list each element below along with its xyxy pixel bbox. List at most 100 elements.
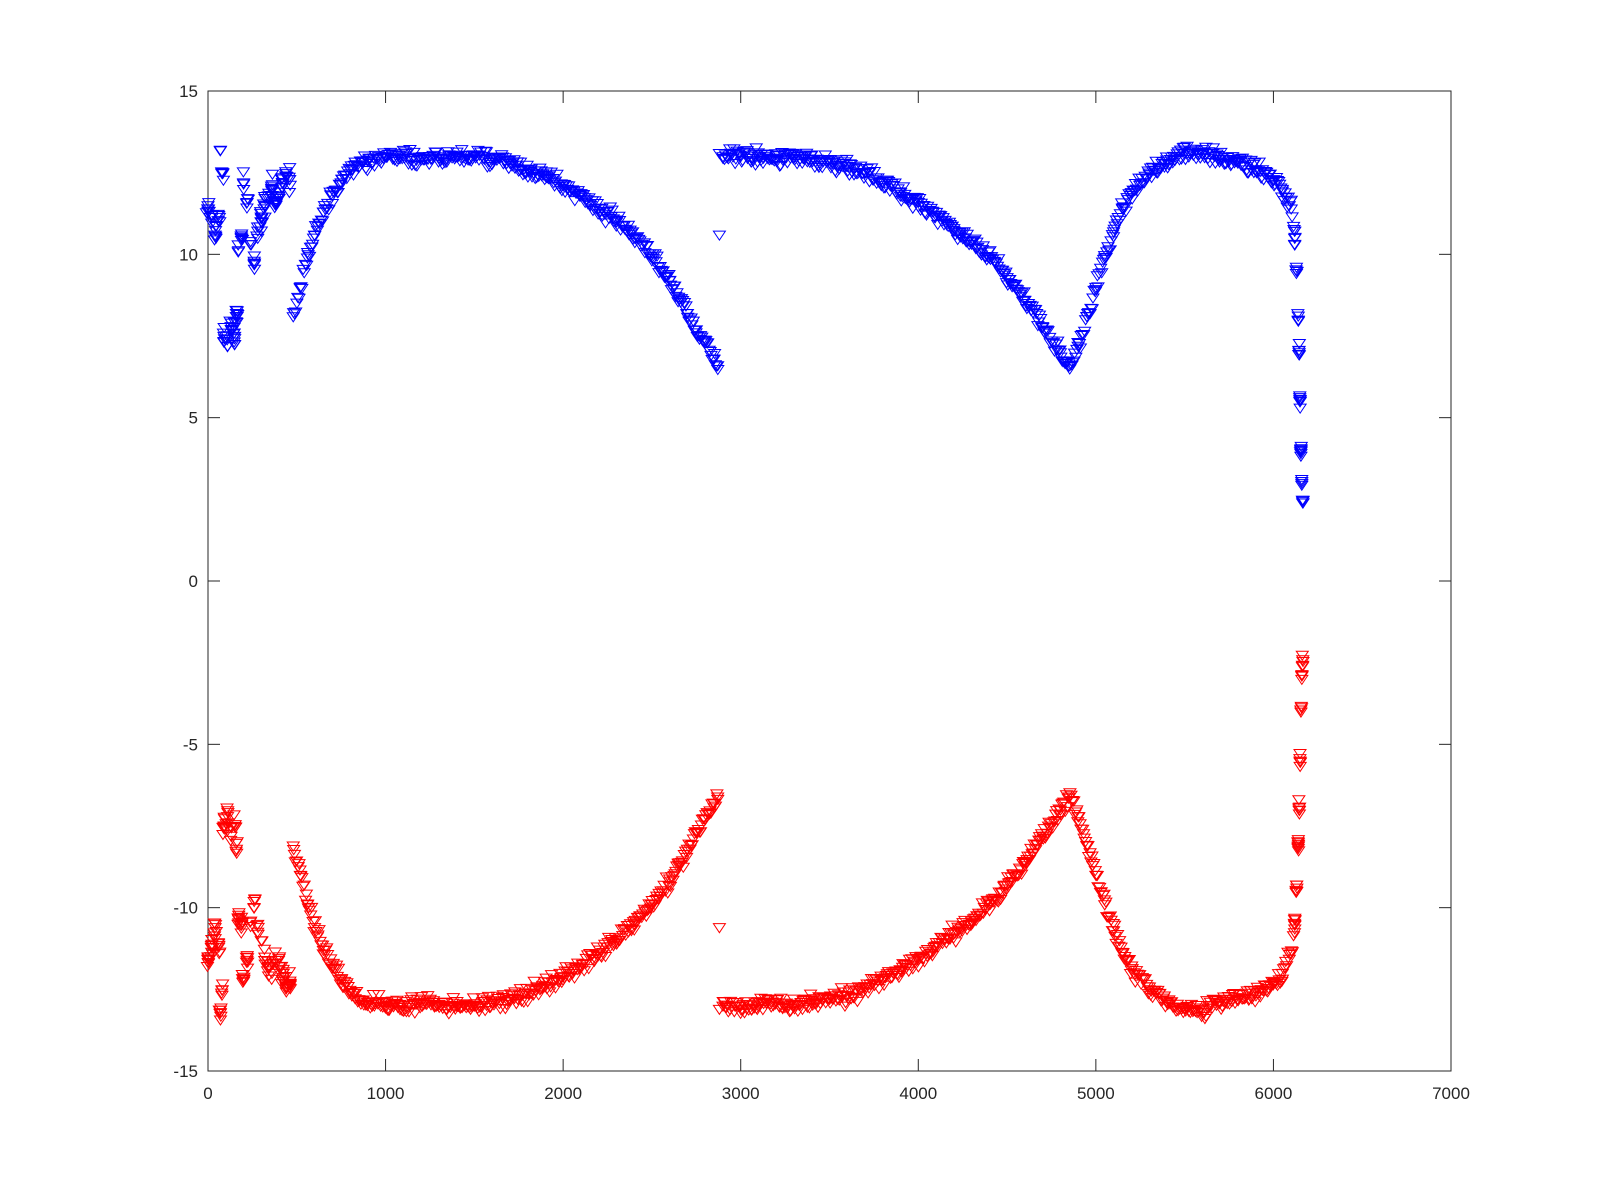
data-point (1073, 343, 1088, 354)
data-point (1235, 153, 1250, 165)
data-point (1216, 996, 1231, 1008)
data-point (1212, 157, 1227, 168)
data-point (663, 881, 678, 893)
data-point (239, 957, 254, 969)
data-point (286, 841, 301, 852)
data-point (1287, 918, 1302, 930)
data-point (1275, 186, 1290, 198)
data-point (216, 822, 230, 834)
data-point (219, 819, 234, 830)
data-point (1128, 977, 1143, 988)
data-point (243, 240, 258, 251)
data-point (1247, 158, 1262, 169)
data-point (516, 170, 530, 181)
data-point (1094, 887, 1109, 898)
data-point (598, 951, 613, 963)
data-point (288, 307, 303, 318)
data-point (831, 160, 845, 172)
data-point (1289, 880, 1304, 891)
data-point (260, 966, 275, 977)
data-point (403, 145, 417, 156)
data-point (669, 866, 683, 878)
data-point (1084, 851, 1099, 862)
data-point (774, 147, 789, 159)
data-point (623, 225, 637, 237)
y-tick-label: -10 (173, 899, 198, 918)
data-point (216, 829, 230, 841)
data-point (1064, 360, 1079, 372)
data-point (339, 978, 354, 989)
data-point (1294, 480, 1309, 492)
data-point (282, 163, 297, 174)
data-point (1165, 158, 1180, 169)
data-point (815, 162, 830, 174)
data-point (1291, 311, 1306, 323)
data-point (230, 306, 245, 317)
data-point (265, 180, 280, 191)
data-point (264, 974, 279, 986)
data-point (1291, 837, 1305, 848)
data-point (223, 835, 238, 847)
data-point (260, 962, 275, 974)
data-point (236, 167, 251, 178)
data-point (1233, 154, 1247, 165)
data-point (268, 947, 283, 958)
data-point (1066, 796, 1081, 807)
data-point (755, 1005, 770, 1016)
data-point (1017, 295, 1032, 307)
data-point (844, 994, 859, 1005)
data-point (867, 167, 882, 178)
data-point (258, 212, 272, 224)
data-point (208, 920, 223, 931)
data-point (670, 288, 684, 299)
data-point (1294, 441, 1309, 453)
data-point (700, 338, 715, 349)
data-point (1071, 812, 1086, 823)
data-point (1280, 202, 1295, 214)
data-point (278, 171, 293, 182)
data-point (253, 208, 268, 220)
data-point (685, 840, 700, 851)
data-point (1100, 912, 1115, 923)
data-point (1133, 179, 1148, 190)
data-point (371, 990, 386, 1001)
data-point (240, 194, 255, 205)
data-point (1295, 660, 1310, 672)
data-point (707, 349, 722, 360)
data-point (337, 976, 352, 988)
data-point (1080, 841, 1095, 852)
data-point (207, 235, 222, 246)
data-point (750, 157, 765, 169)
data-point (978, 905, 993, 916)
data-point (557, 973, 572, 984)
data-point (251, 929, 265, 941)
data-point (994, 887, 1009, 899)
data-point (1041, 326, 1055, 337)
data-point (1209, 1000, 1224, 1012)
data-point (243, 922, 258, 933)
data-point (1091, 882, 1106, 893)
data-point (953, 927, 967, 939)
data-point (1289, 887, 1304, 899)
data-point (1112, 936, 1127, 947)
data-point (204, 939, 219, 951)
data-point (279, 982, 294, 993)
data-point (653, 892, 668, 903)
data-point (1293, 449, 1308, 460)
data-point (802, 1003, 817, 1014)
data-point (278, 169, 293, 180)
data-point (1125, 194, 1140, 205)
data-point (283, 980, 297, 991)
data-point (310, 930, 325, 941)
data-point (1252, 157, 1267, 169)
data-point (1159, 996, 1174, 1008)
data-point (290, 292, 305, 304)
data-point (236, 184, 251, 196)
data-point (861, 988, 876, 999)
data-point (1028, 845, 1043, 856)
data-point (1282, 950, 1297, 961)
data-point (325, 198, 340, 210)
data-point (220, 342, 235, 353)
data-point (215, 979, 230, 990)
data-point (543, 982, 558, 993)
